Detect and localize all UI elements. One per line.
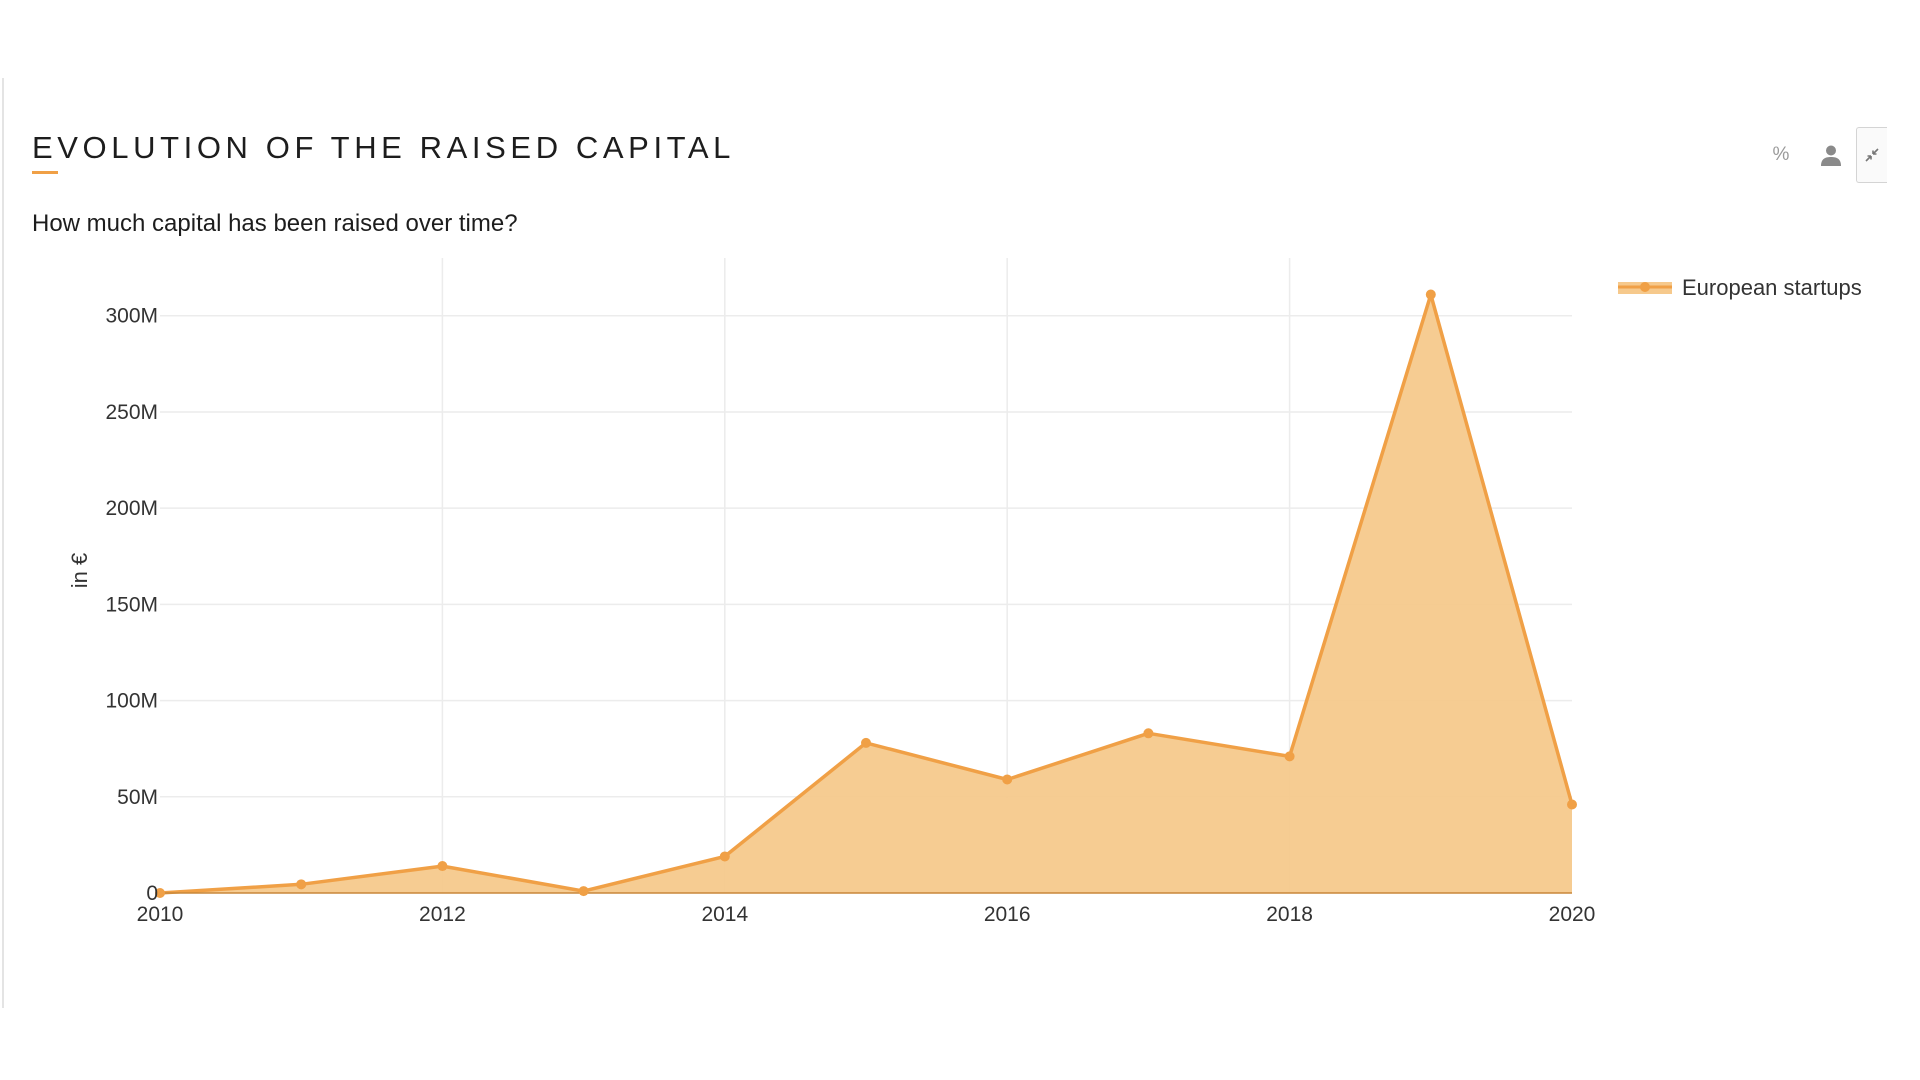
data-point[interactable] <box>1143 728 1154 739</box>
x-tick-labels: 2010 2012 2014 2016 2018 2020 <box>137 903 1596 926</box>
data-point[interactable] <box>1567 799 1577 810</box>
data-point[interactable] <box>861 737 871 748</box>
y-tick-label: 100M <box>105 690 158 713</box>
data-point[interactable] <box>1284 751 1295 762</box>
y-tick-label: 150M <box>105 593 158 616</box>
person-icon[interactable] <box>1806 128 1856 182</box>
data-point[interactable] <box>1425 289 1436 300</box>
title-accent-underline <box>32 171 58 174</box>
y-tick-labels: 0 50M 100M 150M 200M 250M 300M <box>105 305 158 905</box>
chart-title: EVOLUTION OF THE RAISED CAPITAL <box>32 130 736 165</box>
x-tick-label: 2010 <box>137 903 184 926</box>
area-fill <box>160 294 1572 894</box>
x-tick-label: 2014 <box>701 903 748 926</box>
y-axis-title: in € <box>67 553 92 588</box>
data-point[interactable] <box>437 861 448 872</box>
legend-swatch-marker <box>1640 282 1650 292</box>
panel-left-border <box>2 78 4 1008</box>
data-point[interactable] <box>296 879 307 890</box>
compress-icon[interactable] <box>1856 127 1887 183</box>
data-point[interactable] <box>719 851 730 862</box>
x-tick-label: 2020 <box>1549 903 1596 926</box>
chart-subtitle: How much capital has been raised over ti… <box>32 210 518 237</box>
y-tick-label: 300M <box>105 305 158 328</box>
chart-toolbar: % <box>1756 127 1887 183</box>
y-tick-label: 250M <box>105 401 158 424</box>
data-point[interactable] <box>1002 774 1013 785</box>
percent-label: % <box>1772 144 1790 165</box>
data-point[interactable] <box>578 886 589 897</box>
percent-icon[interactable]: % <box>1756 128 1806 182</box>
y-tick-label: 0 <box>146 882 158 905</box>
legend[interactable]: European startups <box>1618 275 1862 300</box>
y-tick-label: 200M <box>105 497 158 520</box>
x-tick-label: 2012 <box>419 903 466 926</box>
y-tick-label: 50M <box>117 786 158 809</box>
legend-label: European startups <box>1682 275 1862 300</box>
x-tick-label: 2018 <box>1266 903 1313 926</box>
data-point[interactable] <box>155 888 165 898</box>
data-points <box>155 289 1577 898</box>
x-tick-label: 2016 <box>984 903 1031 926</box>
